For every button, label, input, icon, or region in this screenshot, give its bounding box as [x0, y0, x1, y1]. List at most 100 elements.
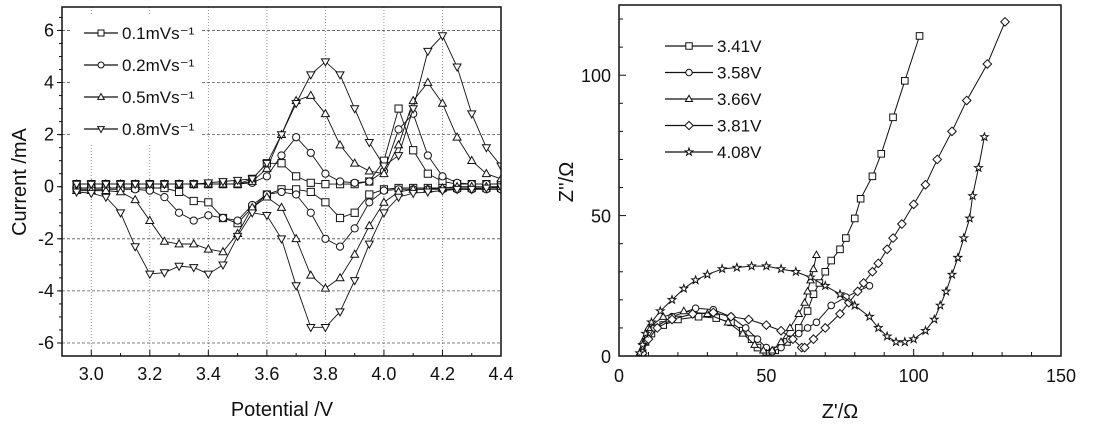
cv-data-point	[496, 162, 501, 172]
eis-data-point	[731, 261, 743, 273]
cv-data-point	[247, 209, 258, 218]
cv-data-point	[262, 191, 272, 201]
cv-x-tick-label: 3.8	[313, 364, 338, 384]
eis-legend-item: 3.81V	[665, 117, 762, 136]
eis-data-point	[867, 266, 878, 277]
eis-data-point	[640, 327, 651, 339]
eis-plot-frame	[618, 4, 1062, 357]
cv-y-tick-label: -4	[38, 281, 54, 301]
cv-data-point	[204, 211, 213, 220]
eis-data-point	[820, 322, 831, 333]
cv-data-point	[393, 152, 404, 161]
cv-data-point	[364, 165, 375, 175]
cv-data-point	[218, 261, 228, 271]
legend-marker-circle	[685, 68, 693, 77]
cv-data-point	[466, 155, 477, 165]
cv-data-point	[188, 264, 199, 273]
eis-chart: 0 50 100 150 0 50 100 3.41V 3.58V 3.66V 3.81V 4.08…	[556, 4, 1076, 423]
eis-data-point	[634, 347, 645, 356]
cv-data-point	[349, 249, 360, 258]
eis-data-point	[872, 322, 884, 333]
cv-data-point	[233, 216, 242, 225]
eis-data-point	[858, 277, 869, 288]
eis-data-point	[667, 314, 678, 325]
cv-data-point	[452, 132, 462, 141]
cv-data-point	[159, 180, 170, 190]
cv-data-point	[305, 323, 316, 333]
cv-legend: 0.1mVs⁻¹ 0.2mVs⁻¹ 0.5mVs⁻¹ 0.8mVs⁻¹	[84, 24, 195, 139]
eis-data-point	[746, 260, 757, 271]
cv-data-point	[276, 202, 287, 211]
eis-data-point	[637, 339, 648, 350]
eis-data-point	[890, 336, 902, 347]
eis-data-point	[940, 285, 952, 297]
cv-data-point	[320, 283, 331, 292]
cv-data-point	[349, 158, 360, 167]
cv-data-point	[365, 198, 374, 207]
cv-data-point	[232, 232, 243, 242]
eis-data-point	[808, 264, 818, 273]
cv-data-point	[365, 190, 374, 199]
legend-marker-diamond	[684, 120, 694, 131]
cv-legend-label: 0.8mVs⁻¹	[122, 120, 195, 139]
cv-data-point	[247, 175, 258, 185]
cv-data-point	[512, 181, 520, 188]
eis-data-point	[743, 314, 754, 325]
eis-x-tick-label: 50	[756, 366, 776, 386]
cv-data-point	[130, 243, 140, 252]
cv-legend-item: 0.5mVs⁻¹	[84, 88, 195, 107]
cv-data-point	[262, 159, 272, 169]
cv-data-point	[350, 178, 359, 187]
eis-data-point	[811, 250, 821, 259]
eis-data-point	[864, 311, 875, 322]
cv-data-point	[321, 198, 330, 207]
eis-y-tick-label: 100	[581, 66, 611, 86]
cv-y-tick-label: -6	[38, 333, 54, 353]
eis-data-point	[809, 290, 818, 299]
cv-data-point	[364, 220, 375, 230]
cv-data-point	[335, 139, 345, 149]
cv-data-point	[188, 180, 199, 190]
cv-data-point	[203, 244, 214, 253]
cv-legend-label: 0.2mVs⁻¹	[122, 56, 195, 75]
cv-data-point	[144, 180, 155, 190]
cv-legend-item: 0.1mVs⁻¹	[84, 24, 195, 43]
eis-data-point	[868, 172, 877, 181]
cv-data-point	[174, 238, 184, 248]
cv-data-point	[379, 209, 389, 218]
eis-legend-label: 3.81V	[717, 117, 762, 136]
cv-data-point	[393, 193, 404, 203]
cv-data-point	[305, 90, 316, 99]
eis-data-point	[803, 307, 812, 315]
eis-data-point	[690, 274, 701, 285]
cv-legend-item: 0.2mVs⁻¹	[84, 56, 195, 75]
cv-data-point	[277, 187, 286, 197]
cv-data-point	[335, 213, 345, 223]
cv-data-point	[408, 189, 419, 199]
eis-legend-item: 3.41V	[665, 37, 762, 56]
cv-data-point	[393, 139, 404, 149]
eis-data	[634, 16, 1011, 356]
cv-data-point	[335, 308, 345, 317]
eis-y-tick-label: 50	[591, 207, 611, 227]
cv-data-point	[218, 213, 228, 223]
cv-legend-background	[70, 16, 202, 144]
eis-series-line	[642, 21, 1006, 354]
eis-legend-label: 3.66V	[717, 90, 762, 109]
eis-data-point	[1000, 16, 1011, 27]
cv-data-point	[321, 169, 330, 178]
cv-data-point	[71, 180, 82, 190]
cv-x-tick-label: 3.6	[254, 364, 279, 384]
cv-y-tick-label: 2	[44, 125, 54, 145]
cv-data-point	[71, 188, 82, 198]
eis-data-point	[932, 154, 943, 165]
eis-data-point	[920, 179, 931, 190]
cv-data-point	[349, 277, 360, 286]
eis-data-point	[800, 297, 810, 306]
cv-ticks: 3.0 3.2 3.4 3.6 3.8 4.0 4.2 4.4 -6 -4 -2 0 2 4 6	[38, 16, 514, 384]
eis-data-point	[899, 336, 911, 347]
cv-data-point	[321, 234, 330, 243]
cv-data-point	[321, 180, 330, 189]
eis-x-tick-label: 100	[899, 366, 929, 386]
